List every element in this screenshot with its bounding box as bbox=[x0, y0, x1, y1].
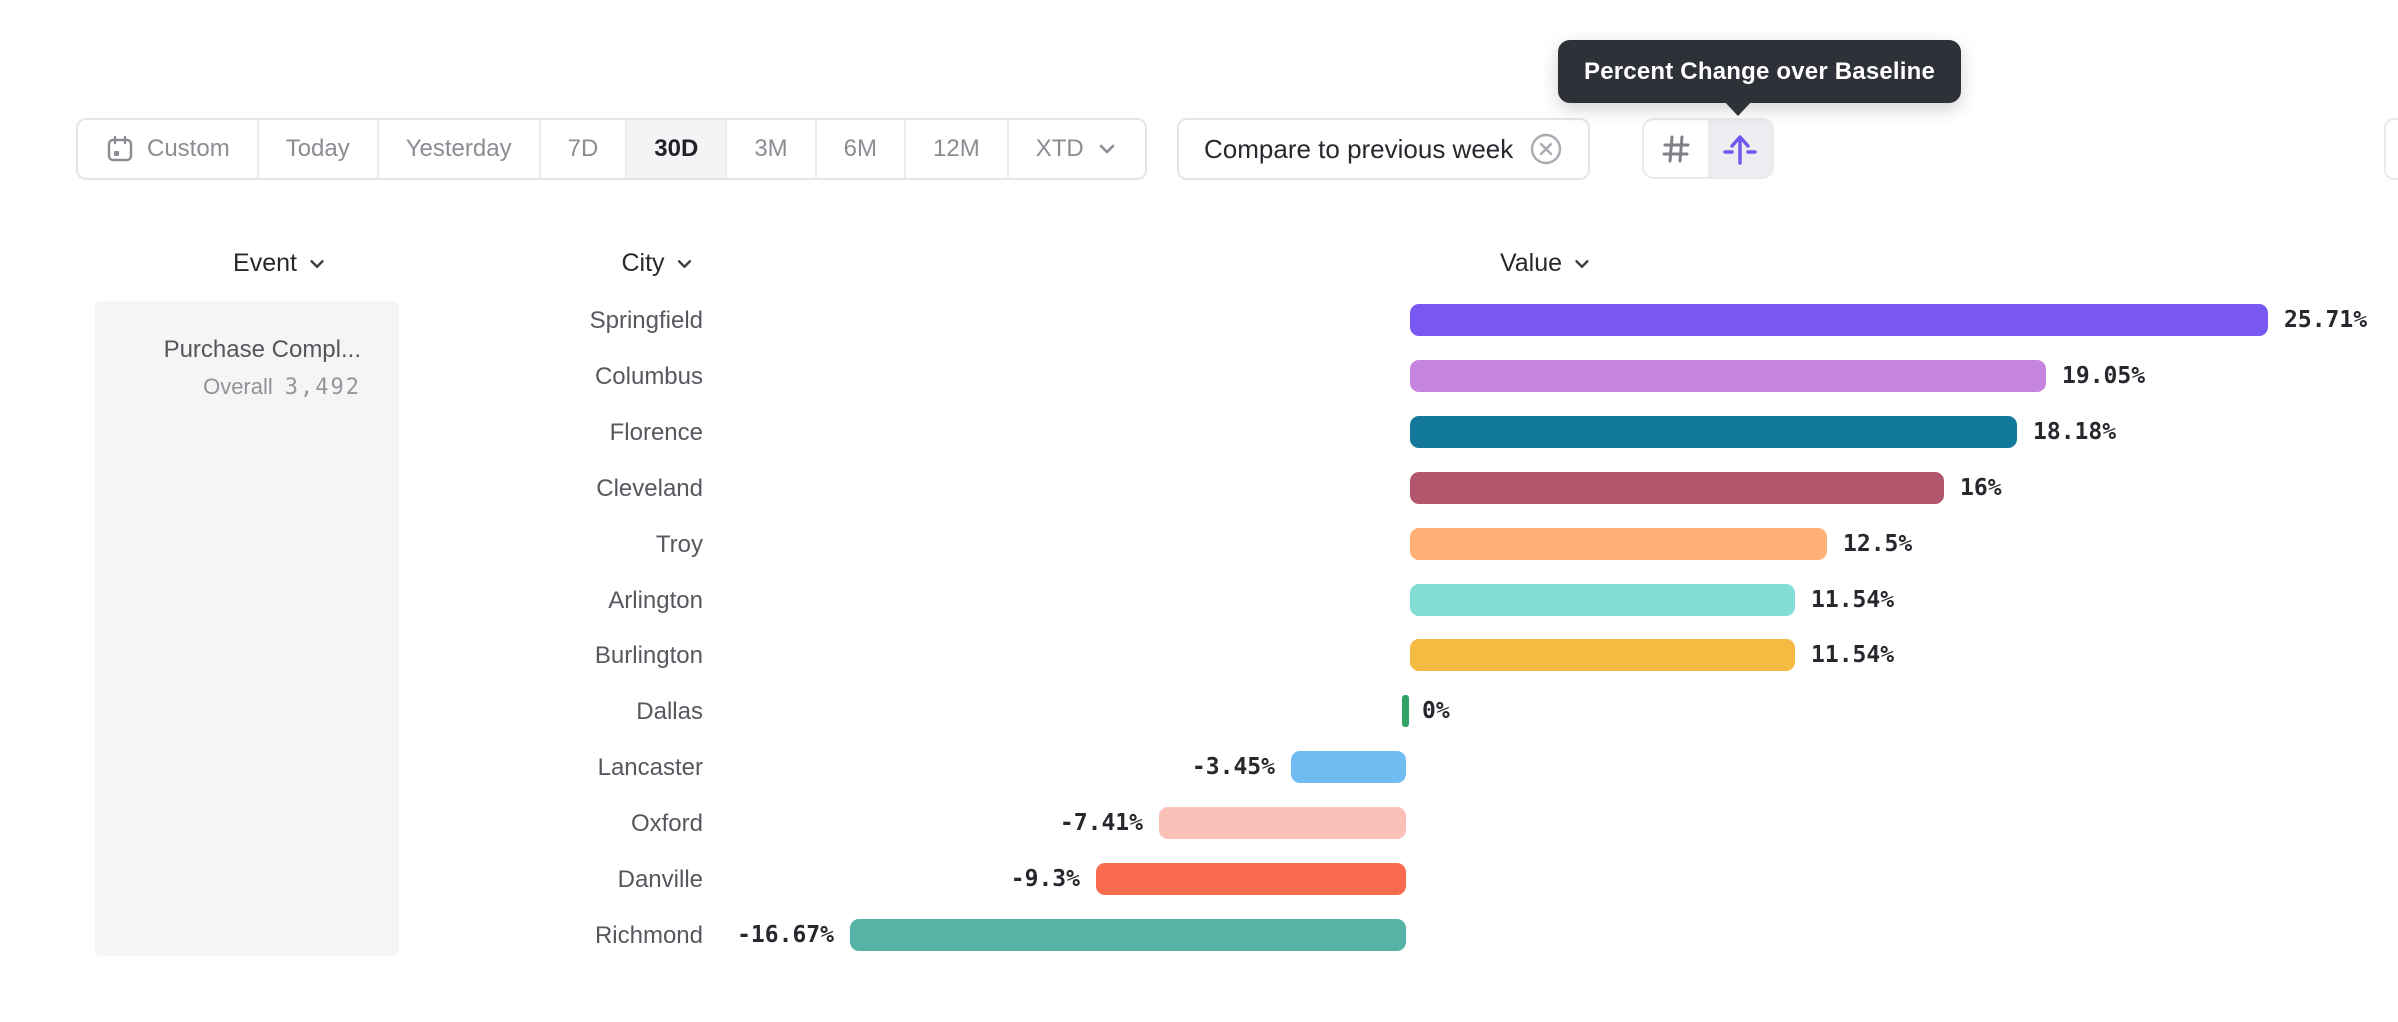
city-label[interactable]: Dallas bbox=[636, 698, 703, 725]
tooltip-caret bbox=[1723, 100, 1753, 116]
event-overall-count: 3,492 bbox=[284, 375, 361, 400]
tooltip-percent-change: Percent Change over Baseline bbox=[1558, 40, 1962, 103]
value-bar[interactable] bbox=[1410, 472, 1944, 504]
date-range-custom[interactable]: Custom bbox=[78, 120, 257, 178]
chevron-down-icon bbox=[675, 254, 695, 274]
value-label: 25.71% bbox=[2284, 307, 2368, 333]
value-label: 18.18% bbox=[2033, 419, 2117, 445]
city-label[interactable]: Troy bbox=[655, 531, 703, 558]
event-card[interactable]: Purchase Compl... Overall 3,492 bbox=[95, 301, 399, 956]
city-label[interactable]: Burlington bbox=[594, 642, 703, 669]
grid-view-button[interactable] bbox=[1644, 120, 1708, 177]
city-label[interactable]: Richmond bbox=[594, 922, 703, 949]
date-range-7d[interactable]: 7D bbox=[538, 120, 626, 178]
chart-view-toggle bbox=[1642, 118, 1774, 179]
chevron-down-icon bbox=[307, 254, 327, 274]
date-range-label: Custom bbox=[147, 135, 230, 162]
percent-change-over-baseline-button[interactable] bbox=[1708, 120, 1772, 177]
city-label[interactable]: Springfield bbox=[589, 307, 703, 334]
close-circle-icon[interactable] bbox=[1529, 132, 1563, 166]
city-label[interactable]: Danville bbox=[617, 866, 703, 893]
date-range-yesterday[interactable]: Yesterday bbox=[376, 120, 539, 178]
chart-row: Dallas 0% bbox=[0, 695, 2398, 728]
tooltip-text: Percent Change over Baseline bbox=[1584, 57, 1936, 85]
date-range-6m[interactable]: 6M bbox=[814, 120, 904, 178]
city-label[interactable]: Arlington bbox=[608, 587, 703, 614]
city-label[interactable]: Florence bbox=[609, 419, 703, 446]
value-label: 11.54% bbox=[1811, 642, 1895, 668]
value-label: 12.5% bbox=[1843, 531, 1913, 557]
value-bar[interactable] bbox=[1096, 863, 1406, 895]
chart-row: Cleveland 16% bbox=[0, 472, 2398, 505]
column-header-value[interactable]: Value bbox=[1500, 249, 1592, 278]
value-bar[interactable] bbox=[1410, 304, 2268, 336]
compare-label: Compare to previous week bbox=[1204, 133, 1514, 164]
date-range-xtd[interactable]: XTD bbox=[1006, 120, 1145, 178]
chart-row: Arlington 11.54% bbox=[0, 584, 2398, 617]
clipped-right-button[interactable] bbox=[2384, 118, 2398, 180]
date-range-3m[interactable]: 3M bbox=[725, 120, 814, 178]
value-bar[interactable] bbox=[1410, 416, 2017, 448]
chart-row: Danville -9.3% bbox=[0, 863, 2398, 896]
city-label[interactable]: Columbus bbox=[594, 363, 703, 390]
event-title: Purchase Compl... bbox=[163, 336, 361, 363]
value-label: -16.67% bbox=[737, 922, 834, 948]
chevron-down-icon bbox=[1096, 138, 1118, 160]
city-label[interactable]: Cleveland bbox=[596, 475, 703, 502]
chart-row: Oxford -7.41% bbox=[0, 807, 2398, 840]
compare-to-previous-week-button[interactable]: Compare to previous week bbox=[1177, 118, 1591, 180]
value-bar[interactable] bbox=[1410, 360, 2046, 392]
chart-row: Columbus 19.05% bbox=[0, 360, 2398, 393]
chart-row: Richmond -16.67% bbox=[0, 919, 2398, 952]
city-label[interactable]: Lancaster bbox=[597, 754, 703, 781]
value-label: 11.54% bbox=[1811, 587, 1895, 613]
event-subtitle: Overall 3,492 bbox=[95, 373, 361, 402]
grid-icon bbox=[1659, 132, 1693, 166]
value-label: -9.3% bbox=[1010, 866, 1080, 892]
chart-row: Florence 18.18% bbox=[0, 416, 2398, 449]
zero-marker[interactable] bbox=[1402, 695, 1409, 727]
value-label: 19.05% bbox=[2062, 363, 2146, 389]
date-range-toolbar: Custom Today Yesterday 7D 30D 3M 6M 12M … bbox=[76, 118, 1147, 180]
value-label: 0% bbox=[1422, 698, 1450, 724]
value-bar[interactable] bbox=[1410, 639, 1795, 671]
chart-row: Troy 12.5% bbox=[0, 528, 2398, 561]
value-label: -7.41% bbox=[1059, 810, 1143, 836]
chevron-down-icon bbox=[1572, 254, 1592, 274]
event-overall-label: Overall bbox=[203, 374, 273, 399]
column-header-event[interactable]: Event bbox=[233, 249, 327, 278]
value-bar[interactable] bbox=[850, 919, 1406, 951]
city-label[interactable]: Oxford bbox=[630, 810, 703, 837]
date-range-today[interactable]: Today bbox=[256, 120, 377, 178]
value-label: -3.45% bbox=[1191, 754, 1275, 780]
baseline-arrow-icon bbox=[1721, 130, 1759, 168]
value-bar[interactable] bbox=[1291, 751, 1406, 783]
column-header-city[interactable]: City bbox=[621, 249, 694, 278]
calendar-icon bbox=[105, 134, 135, 164]
value-label: 16% bbox=[1960, 475, 2002, 501]
chart-row: Springfield 25.71% bbox=[0, 304, 2398, 337]
date-range-30d[interactable]: 30D bbox=[625, 120, 726, 178]
value-bar[interactable] bbox=[1159, 807, 1406, 839]
chart-row: Lancaster -3.45% bbox=[0, 751, 2398, 784]
chart-row: Burlington 11.54% bbox=[0, 639, 2398, 672]
date-range-12m[interactable]: 12M bbox=[904, 120, 1007, 178]
value-bar[interactable] bbox=[1410, 584, 1795, 616]
value-bar[interactable] bbox=[1410, 528, 1827, 560]
